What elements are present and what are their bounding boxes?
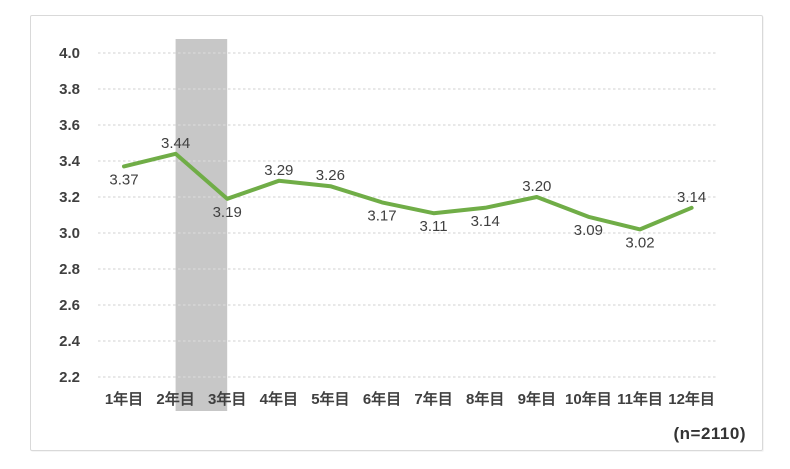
x-category-label: 9年目 <box>518 390 556 408</box>
data-label: 3.20 <box>522 178 551 195</box>
data-label: 3.37 <box>109 171 138 188</box>
data-label: 3.29 <box>264 162 293 179</box>
data-label: 3.17 <box>367 207 396 224</box>
data-label: 3.11 <box>420 218 448 235</box>
x-category-label: 8年目 <box>466 390 504 408</box>
data-label: 3.19 <box>213 204 242 221</box>
x-category-label: 11年目 <box>617 390 663 408</box>
data-label: 3.02 <box>625 234 654 251</box>
y-tick-label: 3.2 <box>59 189 80 206</box>
y-tick-label: 4.0 <box>59 45 80 62</box>
data-label: 3.26 <box>316 167 345 184</box>
chart-frame <box>30 15 763 451</box>
x-category-label: 6年目 <box>363 390 401 408</box>
sample-size-note: (n=2110) <box>673 424 746 443</box>
x-category-label: 4年目 <box>260 390 298 408</box>
series-line <box>122 151 694 232</box>
x-category-label: 3年目 <box>208 390 246 408</box>
y-tick-label: 3.6 <box>59 117 80 134</box>
x-category-label: 10年目 <box>565 390 612 408</box>
x-category-label: 7年目 <box>414 390 452 408</box>
x-category-label: 2年目 <box>156 390 194 408</box>
x-category-label: 1年目 <box>105 390 143 408</box>
data-label: 3.14 <box>677 189 706 206</box>
highlight-band <box>175 39 228 411</box>
y-tick-label: 3.4 <box>59 153 81 170</box>
data-label: 3.14 <box>471 213 500 230</box>
y-tick-label: 2.4 <box>59 333 81 350</box>
y-tick-label: 2.8 <box>59 261 80 278</box>
data-label: 3.44 <box>161 135 190 152</box>
y-tick-label: 2.6 <box>59 297 80 314</box>
y-tick-label: 3.0 <box>59 225 80 242</box>
x-category-label: 5年目 <box>311 390 349 408</box>
x-category-label: 12年目 <box>668 390 715 408</box>
y-tick-label: 3.8 <box>59 81 80 98</box>
y-tick-label: 2.2 <box>59 369 80 386</box>
data-label: 3.09 <box>574 222 603 239</box>
